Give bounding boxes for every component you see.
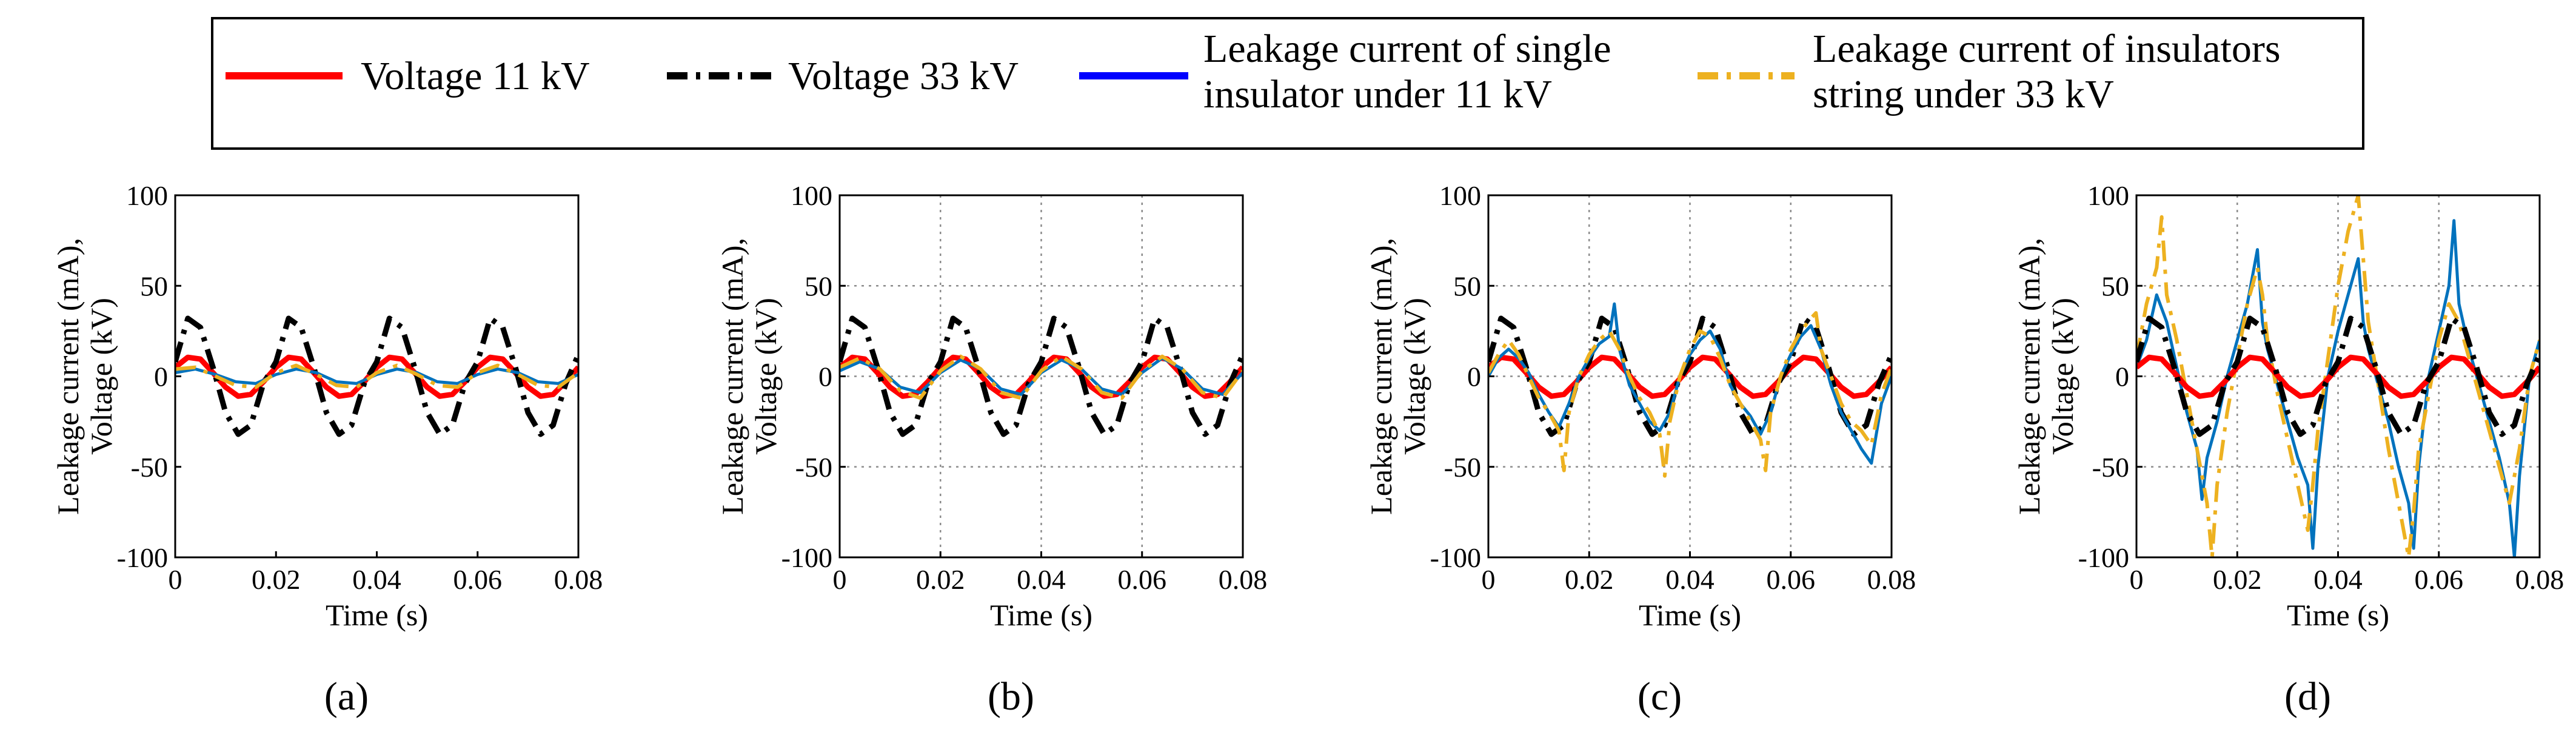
legend-label: Voltage 33 kV [788, 54, 1019, 98]
x-tick-label: 0.04 [1017, 564, 1066, 595]
y-axis-label-line: Leakage current (mA), [715, 238, 749, 515]
chart-panel: 0 0.02 0.04 0.06 0.08 100 50 0 -50 -100 Time (s) Le… [2012, 180, 2564, 719]
series-line [2136, 315, 2540, 437]
y-tick-label: 0 [1467, 361, 1481, 392]
x-tick-label: 0.04 [352, 564, 401, 595]
x-tick-label: 0.02 [2213, 564, 2262, 595]
x-tick-label: 0.08 [1219, 564, 1268, 595]
y-tick-label: -100 [1430, 542, 1481, 573]
panel-label: (a) [324, 674, 369, 719]
x-tick-label: 0.04 [1665, 564, 1715, 595]
y-axis-label-line: Leakage current (mA), [2012, 238, 2046, 515]
y-tick-label: 0 [818, 361, 832, 392]
x-tick-label: 0 [169, 564, 182, 595]
y-tick-label: 100 [791, 180, 832, 211]
series-line [840, 354, 1243, 399]
x-tick-label: 0.08 [2515, 564, 2564, 595]
chart-panel: 0 0.02 0.04 0.06 0.08 100 50 0 -50 -100 Time (s) Le… [51, 180, 603, 719]
y-tick-label: 50 [805, 270, 832, 301]
series-line [2136, 354, 2540, 399]
series-line [175, 363, 578, 389]
y-tick-label: -50 [131, 452, 168, 483]
legend-label: Leakage current of single [1203, 27, 1611, 71]
x-axis-label: Time (s) [2287, 598, 2389, 632]
y-tick-label: 100 [1439, 180, 1481, 211]
y-tick-label: 50 [2101, 270, 2129, 301]
y-tick-label: -50 [1444, 452, 1481, 483]
series-line [840, 354, 1243, 400]
y-axis-label-line: Voltage (kV) [84, 298, 118, 455]
legend-label: insulator under 11 kV [1203, 72, 1552, 116]
series-line [2136, 195, 2540, 557]
y-axis-label-line: Voltage (kV) [2046, 298, 2079, 455]
series-line [840, 315, 1243, 437]
x-tick-label: 0.02 [1565, 564, 1614, 595]
y-tick-label: -100 [781, 542, 832, 573]
x-axis-label: Time (s) [326, 598, 428, 632]
x-tick-label: 0 [2130, 564, 2144, 595]
chart-panel: 0 0.02 0.04 0.06 0.08 100 50 0 -50 -100 Time (s) Le… [1364, 180, 1916, 719]
chart-panel: 0 0.02 0.04 0.06 0.08 100 50 0 -50 -100 Time (s) Le… [715, 180, 1267, 719]
legend-label: string under 33 kV [1813, 72, 2114, 116]
y-tick-label: 50 [140, 270, 168, 301]
series-line [175, 354, 578, 399]
y-axis-label: Leakage current (mA),Voltage (kV) [51, 238, 118, 515]
series-group [2136, 195, 2540, 557]
x-axis-label: Time (s) [990, 598, 1092, 632]
series-line [1488, 315, 1892, 437]
y-tick-label: 0 [154, 361, 168, 392]
x-tick-label: 0 [833, 564, 847, 595]
series-group [175, 315, 578, 437]
y-tick-label: 100 [2087, 180, 2129, 211]
panels: 0 0.02 0.04 0.06 0.08 100 50 0 -50 -100 Time (s) Le… [51, 180, 2564, 719]
series-line [2136, 219, 2540, 557]
panel-label: (b) [988, 674, 1034, 719]
x-tick-label: 0.02 [916, 564, 965, 595]
x-tick-label: 0 [1482, 564, 1496, 595]
series-group [840, 315, 1243, 437]
x-tick-label: 0.06 [1767, 564, 1816, 595]
series-line [1488, 354, 1892, 399]
x-tick-label: 0.08 [554, 564, 603, 595]
series-line [1488, 311, 1892, 478]
y-tick-label: -100 [117, 542, 168, 573]
legend-label: Leakage current of insulators [1813, 27, 2281, 71]
y-tick-label: -50 [795, 452, 832, 483]
y-axis-label: Leakage current (mA),Voltage (kV) [1364, 238, 1431, 515]
x-tick-label: 0.06 [2415, 564, 2464, 595]
legend-entry: Voltage 11 kV [226, 54, 590, 98]
x-tick-label: 0.02 [252, 564, 301, 595]
x-tick-label: 0.04 [2313, 564, 2363, 595]
y-tick-label: 100 [126, 180, 168, 211]
y-axis-label-line: Leakage current (mA), [51, 238, 85, 515]
series-group [1488, 302, 1892, 478]
legend: Voltage 11 kV Voltage 33 kV Leakage curren… [211, 17, 2364, 150]
y-axis-label-line: Leakage current (mA), [1364, 238, 1398, 515]
series-line [175, 315, 578, 437]
y-axis-label: Leakage current (mA),Voltage (kV) [2012, 238, 2079, 515]
x-axis-label: Time (s) [1639, 598, 1741, 632]
legend-box [211, 17, 2364, 150]
panel-label: (c) [1638, 674, 1682, 719]
legend-label: Voltage 11 kV [361, 54, 590, 98]
x-tick-label: 0.08 [1867, 564, 1916, 595]
x-tick-label: 0.06 [453, 564, 503, 595]
x-tick-label: 0.06 [1118, 564, 1167, 595]
legend-entry: Voltage 33 kV [667, 54, 1019, 98]
y-tick-label: -100 [2078, 542, 2129, 573]
y-axis-label: Leakage current (mA),Voltage (kV) [715, 238, 783, 515]
panel-label: (d) [2284, 674, 2331, 719]
y-tick-label: 0 [2115, 361, 2129, 392]
y-tick-label: 50 [1453, 270, 1481, 301]
y-tick-label: -50 [2092, 452, 2129, 483]
y-axis-label-line: Voltage (kV) [749, 298, 783, 455]
y-axis-label-line: Voltage (kV) [1397, 298, 1431, 455]
